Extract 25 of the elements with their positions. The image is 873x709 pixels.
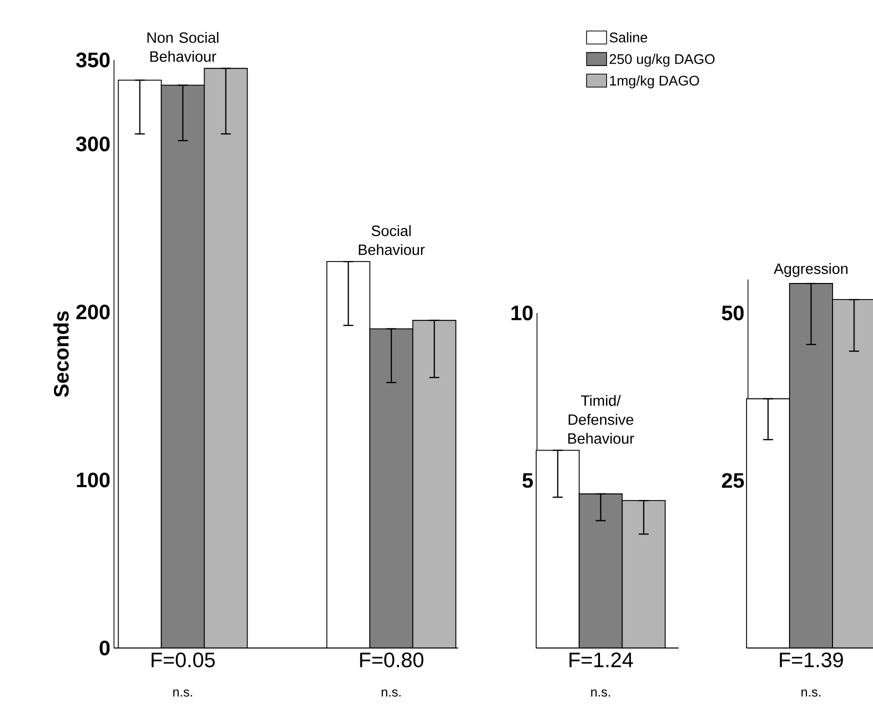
text: n.s. [591,690,610,697]
text: n.s. [173,690,192,697]
x-tick-label: F=0.80 [360,652,424,668]
y-tick-label: 0 [100,640,110,656]
y-tick-label: 50 [722,306,744,320]
y-tick-label: 10 [512,306,533,320]
y-tick-label: 100 [76,472,110,488]
x-tick-label: F=0.05 [152,652,215,668]
y-tick-label: 350 [76,52,110,68]
legend-label: 1mg/kg DAGO [610,75,700,88]
y-tick-label: 300 [76,136,110,152]
text: Aggression [774,263,848,277]
annotation: Timid/ Defensive Behaviour [568,394,634,444]
y-tick-label: 5 [522,473,533,488]
y-tick-label: 200 [76,304,110,320]
x-tick-label: F=1.24 [570,652,633,668]
annotation: Non Social Behaviour [147,32,218,62]
legend-label: Saline [610,32,648,42]
annotation: Social Behaviour [358,225,425,256]
y-tick-label: 25 [722,473,744,488]
y-axis-title: Seconds [53,311,69,397]
text: n.s. [801,690,820,697]
text: n.s. [382,690,401,697]
x-tick-label: F=1.39 [780,652,843,668]
legend-label: 250 ug/kg DAGO [610,54,715,67]
